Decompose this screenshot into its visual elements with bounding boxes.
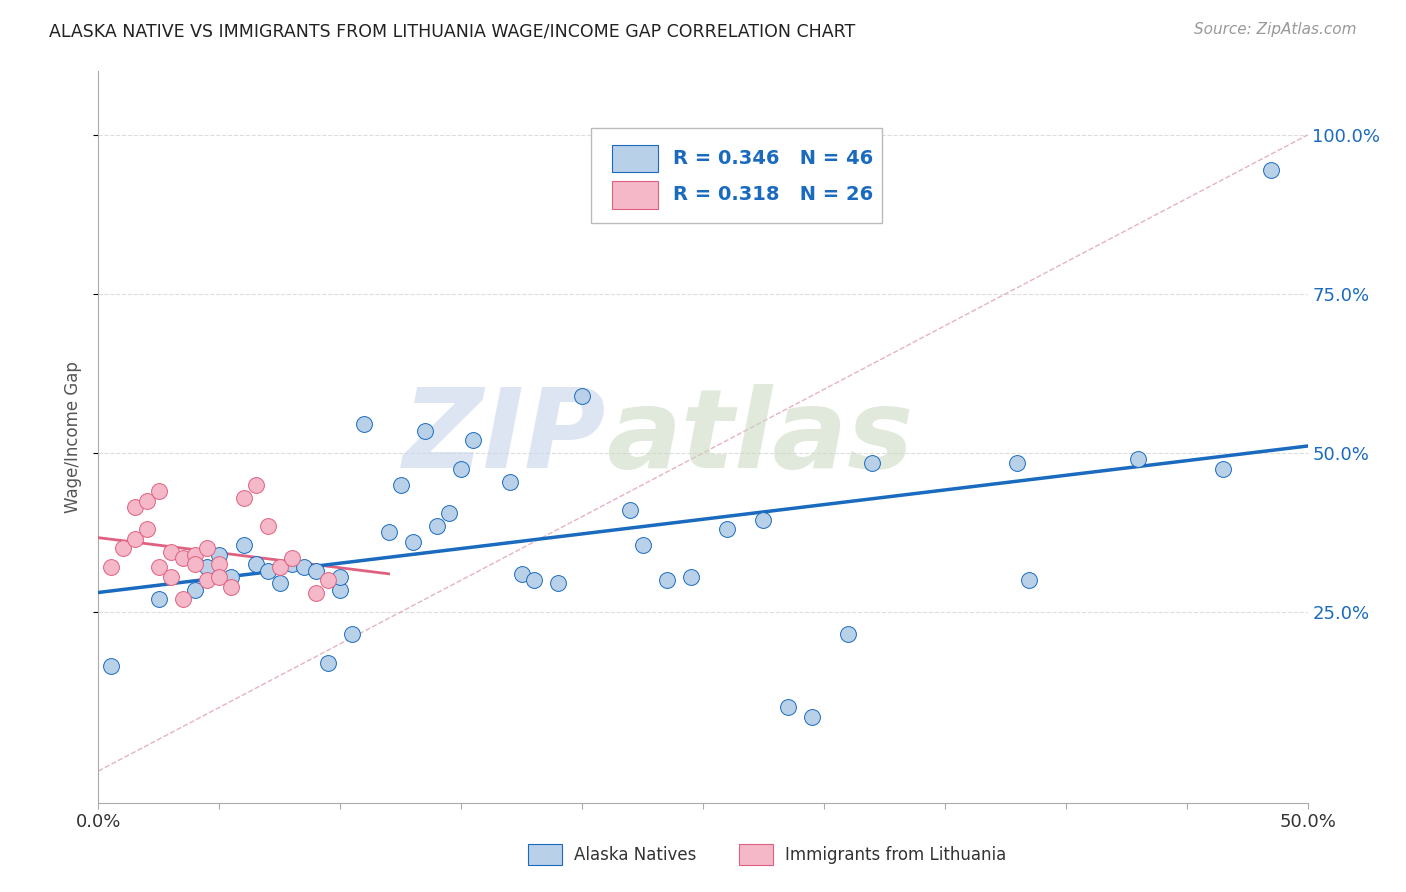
Point <box>256 519 278 533</box>
Point <box>1018 573 1040 587</box>
Text: ALASKA NATIVE VS IMMIGRANTS FROM LITHUANIA WAGE/INCOME GAP CORRELATION CHART: ALASKA NATIVE VS IMMIGRANTS FROM LITHUAN… <box>49 22 855 40</box>
Point <box>776 700 799 714</box>
Point <box>716 522 738 536</box>
Point <box>800 710 823 724</box>
Point <box>305 564 328 578</box>
FancyBboxPatch shape <box>591 128 882 224</box>
Point <box>619 503 641 517</box>
Point <box>148 560 170 574</box>
Point <box>195 573 218 587</box>
Point <box>184 548 207 562</box>
Point <box>523 573 546 587</box>
Point <box>389 477 412 491</box>
Point <box>837 627 859 641</box>
Point <box>316 573 339 587</box>
Point <box>305 586 328 600</box>
Point <box>329 582 352 597</box>
Point <box>571 389 593 403</box>
Point <box>1128 452 1150 467</box>
Text: Source: ZipAtlas.com: Source: ZipAtlas.com <box>1194 22 1357 37</box>
Point <box>256 564 278 578</box>
Point <box>547 576 569 591</box>
Point <box>208 570 231 584</box>
Text: Immigrants from Lithuania: Immigrants from Lithuania <box>785 846 1007 863</box>
Point <box>245 558 267 572</box>
Point <box>124 500 146 514</box>
Point <box>1212 462 1234 476</box>
Point <box>172 592 194 607</box>
Point <box>221 570 243 584</box>
Point <box>232 491 254 505</box>
Point <box>135 493 157 508</box>
FancyBboxPatch shape <box>613 181 658 209</box>
Point <box>655 573 678 587</box>
Text: ZIP: ZIP <box>402 384 606 491</box>
Point <box>195 560 218 574</box>
Point <box>184 582 207 597</box>
Point <box>100 560 122 574</box>
Point <box>426 519 449 533</box>
Point <box>631 538 654 552</box>
Point <box>860 456 883 470</box>
FancyBboxPatch shape <box>613 145 658 172</box>
Text: R = 0.318   N = 26: R = 0.318 N = 26 <box>672 186 873 204</box>
Text: R = 0.346   N = 46: R = 0.346 N = 46 <box>672 149 873 168</box>
Point <box>353 417 375 432</box>
Point <box>413 424 436 438</box>
Text: Alaska Natives: Alaska Natives <box>574 846 696 863</box>
Point <box>437 507 460 521</box>
FancyBboxPatch shape <box>527 845 561 865</box>
Point <box>1260 163 1282 178</box>
Point <box>195 541 218 556</box>
Point <box>148 484 170 499</box>
Point <box>281 558 304 572</box>
Text: atlas: atlas <box>606 384 914 491</box>
Point <box>208 548 231 562</box>
Point <box>221 580 243 594</box>
Point <box>292 560 315 574</box>
Point <box>752 513 775 527</box>
Point <box>402 535 425 549</box>
Point <box>184 558 207 572</box>
Point <box>329 570 352 584</box>
Point <box>281 550 304 565</box>
Point <box>124 532 146 546</box>
Point <box>510 566 533 581</box>
Point <box>100 659 122 673</box>
Point <box>245 477 267 491</box>
Point <box>160 544 183 558</box>
Point <box>1007 456 1029 470</box>
Y-axis label: Wage/Income Gap: Wage/Income Gap <box>65 361 83 513</box>
Point <box>208 558 231 572</box>
Point <box>111 541 134 556</box>
Point <box>135 522 157 536</box>
FancyBboxPatch shape <box>740 845 773 865</box>
Point <box>316 656 339 670</box>
Point <box>269 560 291 574</box>
Point <box>232 538 254 552</box>
Point <box>172 550 194 565</box>
Point <box>498 475 520 489</box>
Point <box>342 627 364 641</box>
Point <box>160 570 183 584</box>
Point <box>269 576 291 591</box>
Point <box>377 525 399 540</box>
Point <box>148 592 170 607</box>
Point <box>463 434 485 448</box>
Point <box>679 570 702 584</box>
Point <box>450 462 472 476</box>
